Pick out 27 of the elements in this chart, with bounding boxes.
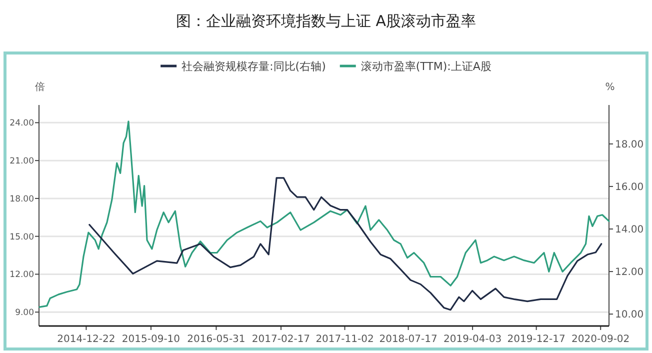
y-tick-label: 24.00 — [10, 118, 34, 129]
y-tick-label: 21.00 — [10, 156, 34, 167]
line-series — [88, 177, 602, 311]
y2-tick-label: 12.00 — [615, 267, 644, 278]
y2-tick-label: 18.00 — [615, 139, 644, 150]
x-tick-label: 2016-05-31 — [187, 334, 246, 345]
y-tick-label: 15.00 — [10, 232, 34, 242]
y2-tick-label: 10.00 — [615, 310, 644, 321]
x-tick-label: 2019-04-03 — [443, 334, 502, 345]
y2-tick-label: 16.00 — [615, 182, 644, 193]
x-tick-label: 2015-09-10 — [122, 334, 180, 345]
y2-axis-title: % — [605, 82, 615, 93]
y-axis-title: 倍 — [35, 81, 45, 93]
legend-label: 滚动市盈率(TTM):上证A股 — [360, 60, 492, 73]
x-tick-label: 2019-12-17 — [507, 334, 566, 345]
legend-label: 社会融资规模存量:同比(右轴) — [182, 60, 326, 73]
y-tick-label: 12.00 — [10, 270, 34, 280]
chart-title: 图：企业融资环境指数与上证 A股滚动市盈率 — [176, 12, 476, 30]
x-tick-label: 2014-12-22 — [57, 334, 116, 345]
y2-tick-label: 14.00 — [615, 224, 644, 236]
x-tick-label: 2018-07-17 — [379, 334, 438, 345]
x-tick-label: 2017-02-17 — [252, 334, 310, 345]
line-series — [38, 120, 610, 308]
x-tick-label: 2017-11-02 — [316, 334, 374, 345]
x-tick-label: 2020-09-02 — [572, 334, 630, 345]
y-tick-label: 9.00 — [15, 308, 34, 318]
y-tick-label: 18.00 — [10, 194, 34, 204]
